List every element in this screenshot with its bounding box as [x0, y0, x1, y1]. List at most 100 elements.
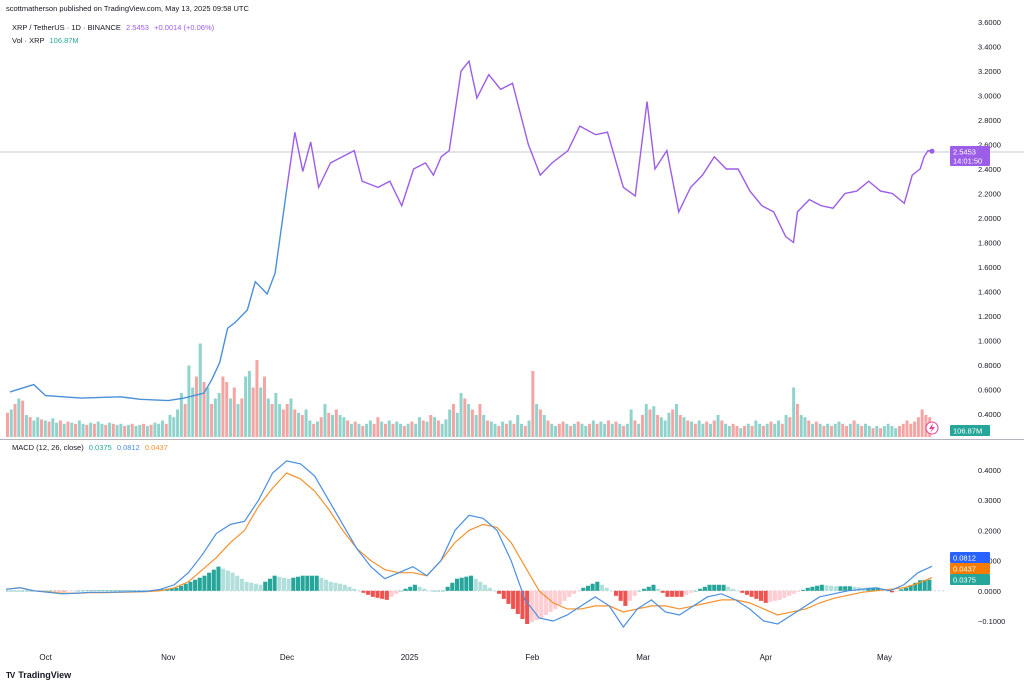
macd-histogram-bar — [122, 590, 127, 591]
volume-bar — [603, 423, 607, 437]
volume-bar — [312, 423, 316, 437]
macd-histogram-bar — [43, 590, 48, 592]
price-tick-label: 1.4000 — [978, 288, 1001, 297]
volume-bar — [814, 421, 818, 437]
macd-histogram-bar — [62, 590, 67, 592]
macd-histogram-bar — [370, 590, 375, 597]
last-price-dot — [929, 148, 935, 154]
volume-bar — [909, 423, 913, 437]
macd-histogram-bar — [497, 590, 502, 594]
macd-histogram-bar — [361, 590, 366, 593]
volume-bar — [640, 415, 644, 437]
macd-histogram-bar — [604, 587, 609, 591]
macd-histogram-bar — [927, 579, 932, 591]
volume-bar — [720, 420, 724, 437]
macd-histogram-bar — [740, 590, 745, 593]
volume-bar — [297, 412, 301, 437]
macd-tick-label: −0.1000 — [978, 617, 1005, 626]
macd-histogram-bar — [352, 588, 357, 591]
volume-bar — [463, 398, 467, 437]
macd-histogram-bar — [730, 588, 735, 591]
volume-bar — [142, 423, 146, 437]
volume-bar — [134, 426, 138, 437]
macd-tick-label: 0.0000 — [978, 587, 1001, 596]
volume-bar — [629, 409, 633, 437]
legend-price: 2.5453 — [126, 23, 149, 32]
volume-bar — [512, 423, 516, 437]
volume-bar — [334, 409, 338, 437]
volume-bar — [493, 423, 497, 437]
macd-histogram-bar — [576, 590, 581, 592]
volume-bar — [863, 423, 867, 437]
macd-histogram-bar — [866, 587, 871, 591]
price-tick-label: 2.0000 — [978, 214, 1001, 223]
volume-bar — [599, 421, 603, 437]
volume-bar — [538, 409, 542, 437]
volume-bar — [202, 382, 206, 437]
volume-bar — [410, 421, 414, 437]
volume-bar — [251, 387, 255, 437]
volume-bar — [21, 400, 25, 437]
macd-histogram-bar — [684, 590, 689, 595]
macd-histogram-bar — [347, 586, 352, 591]
macd-histogram-bar — [847, 586, 852, 591]
price-tick-label: 3.4000 — [978, 43, 1001, 52]
macd-histogram-bar — [852, 586, 857, 591]
tradingview-brand[interactable]: TV TradingView — [6, 670, 71, 680]
volume-bar — [383, 423, 387, 437]
volume-bar — [36, 417, 40, 437]
macd-histogram-bar — [380, 590, 385, 599]
macd-tick-label: 0.2000 — [978, 526, 1001, 535]
volume-bar — [266, 398, 270, 437]
macd-histogram-bar — [305, 575, 310, 591]
price-tick-label: 0.6000 — [978, 386, 1001, 395]
macd-histogram-bar — [136, 590, 142, 591]
price-tick-label: 2.2000 — [978, 190, 1001, 199]
x-axis-label: Oct — [39, 653, 52, 662]
volume-bar — [739, 428, 743, 437]
macd-histogram-bar — [300, 575, 305, 591]
volume-bar — [875, 426, 879, 437]
volume-bar — [508, 420, 512, 437]
volume-bar — [331, 415, 335, 437]
price-tick-label: 2.4000 — [978, 165, 1001, 174]
macd-histogram-bar — [52, 590, 57, 592]
volume-bar — [841, 423, 845, 437]
volume-bar — [244, 376, 248, 437]
macd-histogram-bar — [169, 588, 174, 591]
volume-bar — [557, 423, 561, 437]
volume-bar — [879, 428, 883, 437]
volume-bar — [474, 415, 478, 437]
volume-bar — [421, 420, 425, 437]
volume-bar — [417, 417, 421, 437]
volume-bar — [561, 421, 565, 437]
volume-bar — [402, 426, 406, 437]
macd-histogram-bar — [6, 590, 11, 592]
volume-bar — [867, 426, 871, 437]
volume-bar — [247, 371, 251, 437]
volume-bar — [51, 418, 55, 437]
macd-histogram-bar — [426, 590, 431, 592]
macd-histogram-bar — [211, 569, 216, 591]
price-badge-bg — [950, 146, 990, 166]
volume-bar — [281, 409, 285, 437]
volume-bar — [659, 417, 663, 437]
volume-bar — [705, 421, 709, 437]
volume-bar — [111, 423, 115, 437]
legend-macd-line: 0.0812 — [116, 443, 140, 452]
volume-bar — [716, 415, 720, 437]
volume-label: Vol · XRP — [12, 36, 45, 45]
volume-bar — [576, 421, 580, 437]
volume-bar — [482, 415, 486, 437]
price-tick-label: 0.4000 — [978, 410, 1001, 419]
price-tick-label: 3.2000 — [978, 67, 1001, 76]
volume-bar — [70, 422, 74, 437]
macd-histogram-bar — [394, 590, 399, 594]
volume-bar — [346, 420, 350, 437]
volume-bar — [319, 417, 323, 437]
volume-bar — [365, 423, 369, 437]
volume-bar — [92, 423, 96, 437]
volume-bar — [217, 393, 221, 437]
macd-histogram-bar — [829, 585, 834, 591]
